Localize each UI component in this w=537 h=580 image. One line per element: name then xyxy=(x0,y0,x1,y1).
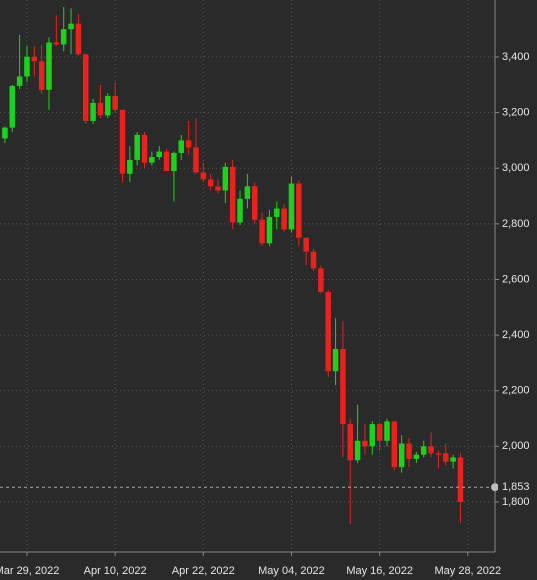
candle-body xyxy=(16,76,23,86)
y-tick-label: 2,600 xyxy=(502,273,530,285)
x-tick-label: May 28, 2022 xyxy=(434,565,501,577)
candle-body xyxy=(450,457,456,462)
candle-body xyxy=(9,85,16,128)
candle-body xyxy=(354,440,361,461)
candle-body xyxy=(163,151,170,172)
candle-body xyxy=(406,443,412,459)
candle-body xyxy=(222,166,229,191)
candle-body xyxy=(398,443,405,468)
candle-body xyxy=(2,127,8,139)
candle-body xyxy=(90,102,96,121)
candle-body xyxy=(347,424,354,461)
candle-body xyxy=(384,421,390,441)
candle-body xyxy=(303,237,309,252)
candle-body xyxy=(156,151,162,158)
candle-body xyxy=(82,54,89,121)
y-tick-label: 3,400 xyxy=(502,51,530,63)
candle-body xyxy=(119,109,126,174)
x-tick-label: May 04, 2022 xyxy=(258,565,325,577)
x-tick-label: May 16, 2022 xyxy=(346,565,413,577)
x-tick-label: Mar 29, 2022 xyxy=(0,565,59,577)
current-price-marker xyxy=(491,483,499,492)
candle-body xyxy=(200,172,207,180)
y-tick-label: 2,000 xyxy=(502,440,530,452)
candle-body xyxy=(413,454,420,459)
candle-body xyxy=(53,42,60,45)
candle-body xyxy=(141,134,148,163)
y-tick-label: 2,400 xyxy=(502,329,530,341)
y-tick-label: 1,800 xyxy=(502,496,530,508)
candle-body xyxy=(428,446,434,454)
y-tick-label: 3,200 xyxy=(502,107,530,119)
candle-body xyxy=(112,95,118,110)
current-price-label: 1,853 xyxy=(502,481,530,493)
candle-body xyxy=(171,152,177,172)
candle-body xyxy=(46,42,52,90)
current-price-box xyxy=(498,479,534,496)
y-tick-label: 2,200 xyxy=(502,385,530,397)
candle-body xyxy=(369,424,376,447)
candle-body xyxy=(281,208,287,230)
candle-body xyxy=(97,102,104,116)
candle-body xyxy=(24,56,30,77)
candle-body xyxy=(127,159,133,174)
candle-body xyxy=(38,61,45,90)
candle-body xyxy=(185,140,192,148)
candle-body xyxy=(259,219,265,244)
candle-body xyxy=(332,348,339,372)
candle-body xyxy=(443,453,449,462)
candle-body xyxy=(457,457,464,502)
candle-body xyxy=(325,291,331,372)
x-tick-label: Apr 10, 2022 xyxy=(84,565,147,577)
candle-body xyxy=(420,446,427,455)
candle-body xyxy=(376,424,383,441)
candle-body xyxy=(75,23,82,55)
candle-body xyxy=(193,147,199,173)
candle-body xyxy=(274,208,280,217)
candle-body xyxy=(149,157,155,163)
candle-body xyxy=(340,348,346,425)
candle-body xyxy=(178,140,185,153)
candle-body xyxy=(391,421,398,468)
y-tick-label: 2,800 xyxy=(502,218,530,230)
candle-body xyxy=(31,56,38,62)
candle-body xyxy=(207,179,214,187)
candle-body xyxy=(318,268,324,292)
candle-body xyxy=(288,183,295,230)
candle-body xyxy=(237,198,243,223)
candle-body xyxy=(296,183,302,238)
candle-body xyxy=(435,453,442,455)
candle-body xyxy=(244,186,251,199)
y-tick-label: 3,000 xyxy=(502,162,530,174)
candle-body xyxy=(362,440,368,447)
candle-body xyxy=(266,216,273,244)
candle-body xyxy=(215,186,221,191)
candle-body xyxy=(134,134,140,160)
x-tick-label: Apr 22, 2022 xyxy=(172,565,235,577)
candle-body xyxy=(229,166,236,223)
candle-body xyxy=(68,23,74,30)
candle-body xyxy=(105,95,111,116)
candle-body xyxy=(60,29,67,45)
candle-body xyxy=(310,251,317,269)
candle-body xyxy=(251,186,258,220)
